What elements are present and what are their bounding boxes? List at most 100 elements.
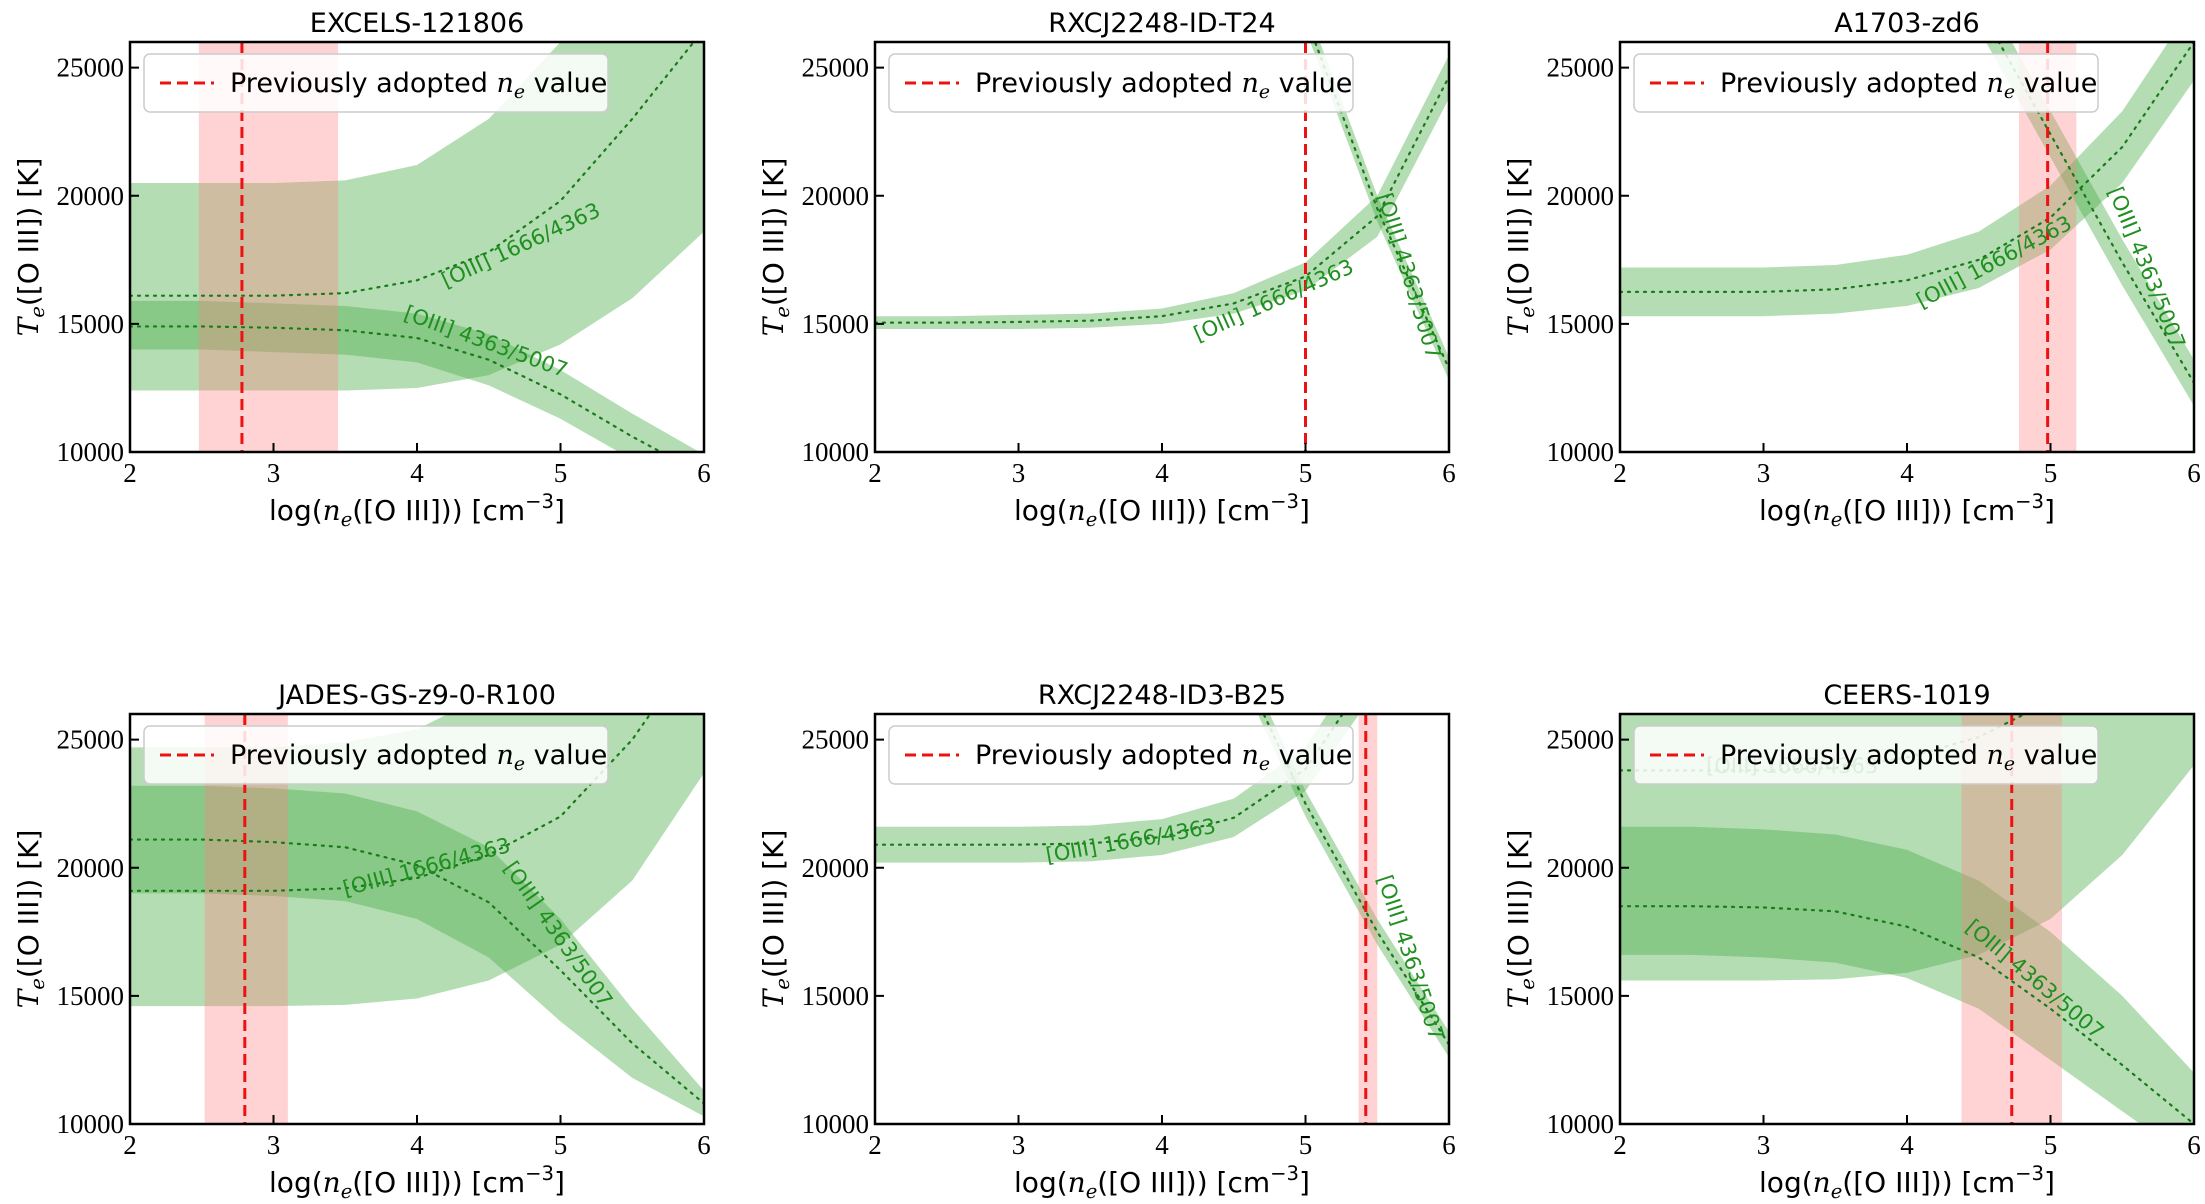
legend-box [143,725,609,785]
x-tick-label: 2 [1613,458,1627,488]
y-tick-label: 10000 [57,437,125,467]
center-line [1620,905,2194,1124]
legend-label: Previously adopted ne value [975,68,1352,103]
legend-label-part: value [525,740,607,771]
y-tick-label: 25000 [57,725,125,755]
y-axis-label-part: e [26,978,49,990]
y-axis-label-part: T [757,987,790,1008]
x-axis-label-part: log( [269,494,323,527]
x-axis-label-part: e [1831,1180,1843,1203]
legend-label-part: Previously adopted [1720,68,1986,99]
legend-label-part: n [1986,68,2003,99]
center-line [130,42,696,297]
y-tick-label: 25000 [57,53,125,83]
y-axis-label: Te([O III]) [K] [12,158,49,337]
uncertainty-band [130,300,700,452]
y-axis-label: Te([O III]) [K] [757,158,794,337]
legend-label-part: n [1241,68,1258,99]
legend-label-part: e [2004,81,2015,103]
y-tick-label: 15000 [57,981,125,1011]
uncertainty-band [1985,42,2194,406]
y-axis-label-part: ([O III]) [K] [12,158,45,307]
panel-title: CEERS-1019 [1823,680,1990,711]
x-axis-label-part: ([O III])) [cm [352,1166,525,1199]
x-tick-label: 6 [2187,458,2201,488]
center-line [875,75,1449,324]
y-tick-label: 25000 [1547,725,1615,755]
x-axis-label: log(ne([O III])) [cm−3] [1014,1162,1310,1203]
x-axis-label-part: ] [554,1166,565,1199]
legend-label-part: value [2015,740,2097,771]
legend-label-part: value [525,68,607,99]
legend-label-part: Previously adopted [230,68,496,99]
x-tick-label: 2 [868,458,882,488]
legend-label-part: n [1241,740,1258,771]
y-axis-label-part: e [1516,978,1539,990]
x-axis-label-part: n [1813,1166,1831,1199]
legend-label-part: e [514,753,525,775]
center-line [130,325,664,452]
x-tick-label: 4 [1155,458,1169,488]
y-tick-label: 10000 [1547,437,1615,467]
panel: [OIII] 1666/4363[OIII] 4363/5007Previous… [1502,8,2201,531]
y-tick-label: 20000 [57,181,125,211]
y-tick-label: 10000 [1547,1109,1615,1139]
y-tick-label: 20000 [57,853,125,883]
plot-area: [OIII] 1666/4363[OIII] 4363/5007 [130,42,704,452]
x-axis-label-part: −3 [2015,1162,2044,1185]
x-axis-label: log(ne([O III])) [cm−3] [1014,490,1310,531]
legend: Previously adopted ne value [888,53,1354,113]
uncertainty-band [1620,42,2194,317]
y-tick-label: 25000 [1547,53,1615,83]
uncertainty-band [1257,714,1449,1058]
x-axis-label-part: n [1813,494,1831,527]
x-tick-label: 3 [1757,458,1771,488]
x-tick-label: 5 [2044,1130,2058,1160]
y-tick-label: 15000 [802,309,870,339]
plot-area: [OIII] 1666/4363[OIII] 4363/5007 [130,714,704,1124]
y-tick-label: 20000 [802,853,870,883]
x-axis-label-part: n [323,494,341,527]
y-tick-label: 25000 [802,53,870,83]
x-axis-label-part: e [341,1180,353,1203]
x-axis-label-part: n [1068,494,1086,527]
x-axis-label-part: log( [1759,494,1813,527]
x-axis-label-part: n [1068,1166,1086,1199]
x-tick-label: 2 [1613,1130,1627,1160]
y-tick-label: 15000 [57,309,125,339]
legend-label-part: e [1259,81,1270,103]
x-axis-label-part: ([O III])) [cm [352,494,525,527]
legend-label-part: e [1259,753,1270,775]
y-axis-label-part: e [771,978,794,990]
y-axis-label-part: e [771,306,794,318]
x-axis-label-part: −3 [525,490,554,513]
x-tick-label: 6 [697,1130,711,1160]
x-axis-label-part: log( [1759,1166,1813,1199]
panel: [OIII] 1666/4363[OIII] 4363/5007Previous… [1502,680,2201,1203]
panel: [OIII] 1666/4363[OIII] 4363/5007Previous… [12,680,711,1203]
y-axis-label-part: e [26,306,49,318]
y-tick-label: 15000 [1547,309,1615,339]
legend-label: Previously adopted ne value [975,740,1352,775]
center-line [875,714,1344,846]
x-tick-label: 3 [267,458,281,488]
x-tick-label: 2 [123,1130,137,1160]
x-axis-label-part: e [341,508,353,531]
y-axis-label-part: T [1502,987,1535,1008]
annotation: [OIII] 4363/5007 [1372,190,1445,362]
legend-label: Previously adopted ne value [230,740,607,775]
y-axis-label-part: ([O III]) [K] [1502,158,1535,307]
legend: Previously adopted ne value [888,725,1354,785]
x-tick-label: 4 [410,458,424,488]
legend-box [1633,53,2099,113]
x-tick-label: 4 [1900,458,1914,488]
y-axis-label-part: T [12,987,45,1008]
x-tick-label: 6 [2187,1130,2201,1160]
y-axis-label-part: ([O III]) [K] [1502,830,1535,979]
legend-box [888,725,1354,785]
y-axis-label-part: e [1516,306,1539,318]
adopted-range [1358,714,1378,1124]
x-tick-label: 3 [1012,458,1026,488]
y-tick-label: 10000 [802,437,870,467]
